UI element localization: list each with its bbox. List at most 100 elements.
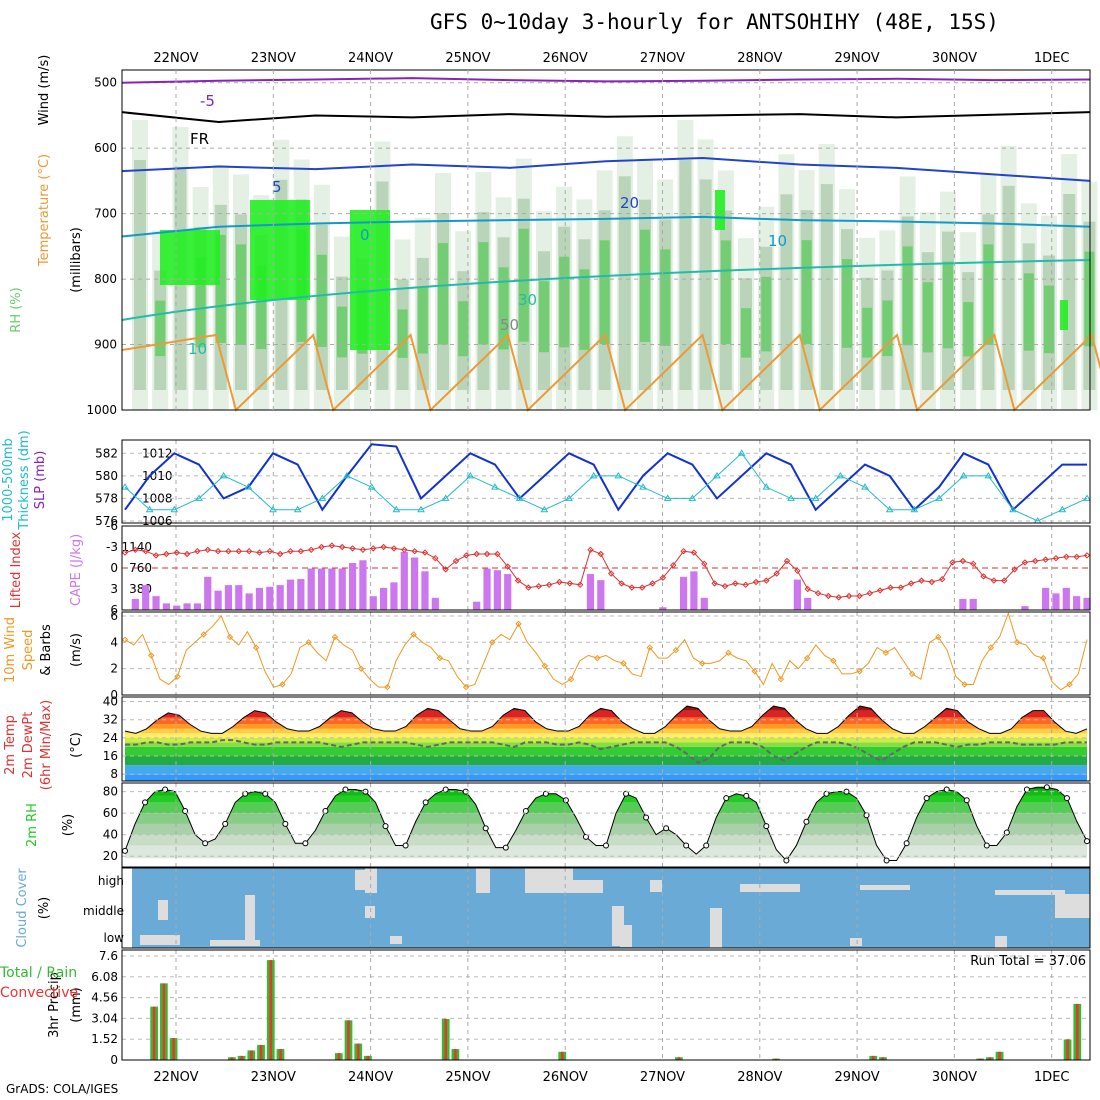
- wind-speed-point: [646, 644, 653, 651]
- thickness-point: [343, 471, 351, 479]
- precip-conv-bar: [240, 1055, 243, 1060]
- cloud-level-low: low: [104, 931, 125, 945]
- cape-bar: [235, 585, 243, 610]
- wind-speed-point: [200, 631, 207, 638]
- rh-shade-green: [761, 276, 772, 352]
- contour-label: 20: [620, 194, 639, 212]
- thickness-point: [195, 494, 203, 501]
- li-point: [887, 584, 894, 591]
- temp-band: [125, 710, 1087, 718]
- rh-shade-green: [518, 228, 529, 342]
- cloud-block: [860, 885, 910, 890]
- rh-point: [262, 790, 269, 797]
- wind-speed-point: [279, 681, 286, 688]
- thickness-point: [737, 449, 746, 456]
- rh-shade-green: [236, 244, 246, 345]
- precip-tick-label: 0: [110, 1053, 118, 1067]
- cape-bar: [421, 571, 429, 610]
- pressure-tick-label: 700: [94, 207, 117, 221]
- rh-point: [1063, 795, 1070, 802]
- thickness-point: [515, 494, 524, 501]
- li-point: [163, 550, 170, 558]
- date-label-top: 26NOV: [543, 51, 588, 66]
- rh-shade-green: [1044, 285, 1054, 354]
- rh-point: [703, 842, 710, 849]
- rh-point: [643, 814, 650, 821]
- side-label-temp-4: (°C): [69, 732, 84, 758]
- wind-speed-point: [751, 668, 758, 675]
- wind-speed-point: [567, 675, 575, 683]
- wind-speed-point: [436, 654, 444, 662]
- thickness-point: [244, 483, 253, 490]
- cape-bar: [1073, 596, 1081, 610]
- rh-point: [903, 840, 910, 847]
- cape-bar: [659, 607, 667, 610]
- rh-shade-green: [195, 256, 206, 348]
- rh-band: [125, 802, 1087, 814]
- li-point: [773, 570, 780, 577]
- precip-conv-bar: [871, 1055, 875, 1060]
- contour-label: 10: [188, 340, 207, 358]
- precip-conv-bar: [356, 1043, 360, 1060]
- contour-label: -5: [200, 92, 215, 110]
- date-label-bottom: 24NOV: [348, 1070, 393, 1085]
- precip-conv-bar: [279, 1049, 282, 1060]
- date-label-top: 1DEC: [1034, 51, 1070, 66]
- rh-shade-bright: [1060, 300, 1068, 330]
- li-point: [1063, 553, 1070, 561]
- wind-speed-point: [252, 644, 260, 651]
- rh-point: [502, 844, 509, 851]
- precip-conv-bar: [774, 1058, 778, 1060]
- thickness-point: [959, 471, 968, 479]
- li-point: [1021, 559, 1029, 566]
- rh-shade-green: [417, 287, 428, 354]
- thickness-point: [269, 505, 277, 513]
- li-point: [411, 547, 418, 555]
- run-total-label: Run Total = 37.06: [970, 954, 1086, 969]
- li-point: [587, 546, 594, 554]
- thickness-point: [540, 505, 549, 513]
- wind-speed-point: [121, 636, 129, 643]
- cloud-block: [740, 884, 800, 892]
- cape-bar: [597, 580, 605, 610]
- cloud-level-middle: middle: [83, 904, 124, 918]
- cape-bar: [266, 586, 274, 610]
- temp-band: [125, 728, 1087, 734]
- rh-point: [1043, 784, 1050, 791]
- contour-label: 30: [518, 291, 537, 309]
- rh-shade-mid: [820, 184, 833, 390]
- rh-shade-green: [842, 259, 852, 348]
- thickness-point: [935, 494, 943, 501]
- rh-shade-green: [902, 246, 913, 346]
- li-tick-label: -6: [106, 519, 118, 533]
- cape-bar: [504, 574, 512, 610]
- thickness-point: [491, 483, 499, 490]
- rh-panel-frame: [121, 782, 1091, 868]
- temp-band: [125, 733, 1087, 738]
- temp-band: [125, 742, 1087, 747]
- cloud-block: [710, 908, 722, 948]
- precip-conv-bar: [444, 1018, 447, 1060]
- li-point: [473, 550, 480, 558]
- rh-band: [125, 795, 1087, 803]
- wind-speed-point: [515, 620, 522, 628]
- rh-point: [542, 790, 549, 797]
- thickness-point: [392, 505, 401, 513]
- rh-tick-label: 60: [103, 806, 118, 820]
- rh-shade-bright: [250, 200, 310, 300]
- li-point: [535, 582, 542, 590]
- li-point: [339, 543, 346, 551]
- li-point: [959, 557, 967, 565]
- precip-conv-bar: [172, 1038, 175, 1060]
- side-label-temp-3: (6hr Min/Max): [39, 700, 54, 790]
- side-label-temp-1: 2m Temp: [3, 715, 18, 775]
- li-point: [142, 547, 149, 555]
- thickness-point: [861, 483, 869, 490]
- thickness-point: [441, 494, 450, 501]
- li-point: [825, 592, 832, 600]
- date-label-bottom: 26NOV: [543, 1070, 588, 1085]
- precip-conv-bar: [347, 1020, 350, 1060]
- rh-tick-label: 20: [103, 849, 118, 863]
- rh-shade-mid: [134, 160, 146, 390]
- cape-bar: [338, 568, 346, 610]
